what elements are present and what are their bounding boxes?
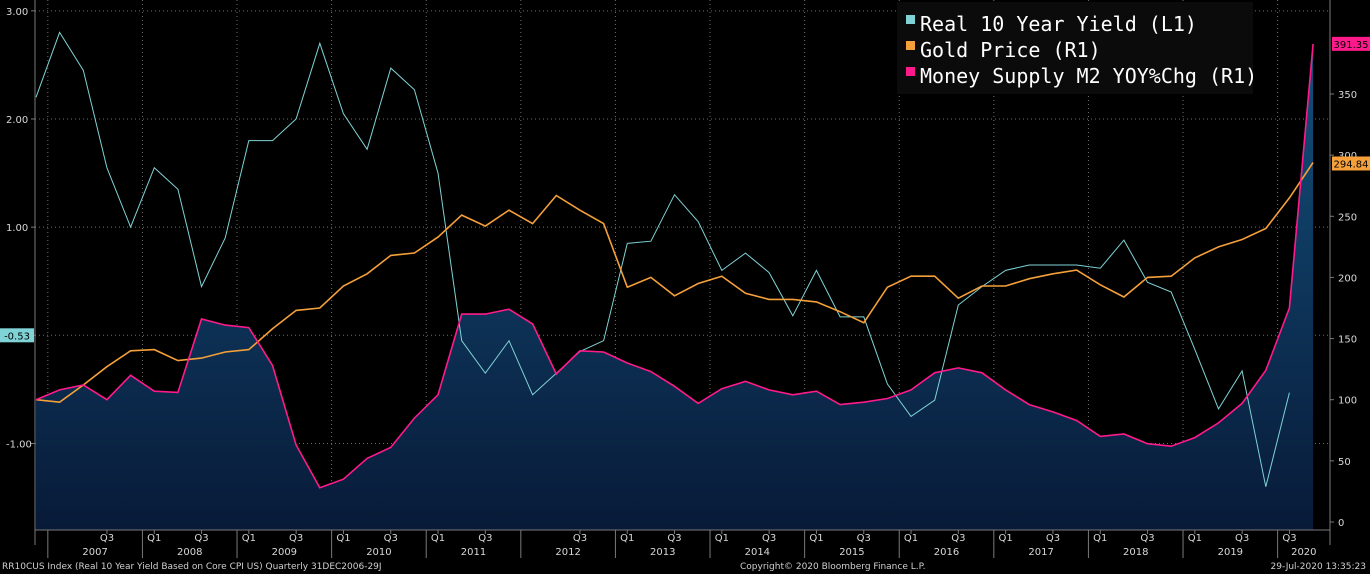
x-year-label: 2013 [650, 547, 675, 558]
badge-gold-bg [1332, 156, 1370, 171]
x-quarter-label: Q3 [384, 533, 398, 544]
left-tick-label: 3.00 [6, 7, 28, 18]
x-year-label: 2016 [934, 547, 959, 558]
legend-entry-yield: Real 10 Year Yield (L1) [920, 12, 1197, 36]
x-quarter-label: Q3 [667, 533, 681, 544]
x-quarter-label: Q1 [147, 533, 161, 544]
right-tick-label: 250 [1338, 212, 1357, 223]
legend-swatch-gold [906, 41, 915, 50]
legend-entry-m2: Money Supply M2 YOY%Chg (R1) [920, 64, 1257, 88]
left-tick-label: -1.00 [6, 439, 32, 450]
x-quarter-label: Q3 [100, 533, 114, 544]
x-year-label: 2015 [839, 547, 864, 558]
x-quarter-label: Q3 [1140, 533, 1154, 544]
footer-timestamp: 29-Jul-2020 13:35:23 [1270, 562, 1367, 572]
footer-security-description: RR10CUS Index (Real 10 Year Yield Based … [2, 562, 382, 572]
x-year-label: 2011 [461, 547, 486, 558]
right-tick-label: 50 [1338, 457, 1351, 468]
x-quarter-label: Q1 [1093, 533, 1107, 544]
x-quarter-label: Q3 [857, 533, 871, 544]
right-tick-label: 350 [1338, 90, 1357, 101]
badge-real-yield: -0.53 [4, 331, 30, 342]
badge-gold: 294.84 [1334, 159, 1369, 170]
chart: 3.002.001.000.00-1.00 350300250200150100… [0, 0, 1370, 560]
x-quarter-label: Q1 [242, 533, 256, 544]
series-line-real-yield [35, 31, 1290, 487]
x-year-label: 2007 [82, 547, 107, 558]
x-year-label: 2020 [1291, 547, 1316, 558]
x-year-label: 2018 [1123, 547, 1148, 558]
x-year-label: 2012 [555, 547, 580, 558]
x-quarter-label: Q1 [904, 533, 918, 544]
badge-m2-bg [1332, 36, 1370, 51]
x-year-label: 2009 [272, 547, 297, 558]
x-axis: 2007 2008 2009 2010 2011 2012 2013 2014 2015 2016… [35, 529, 1330, 558]
legend: Real 10 Year Yield (L1) Gold Price (R1) … [897, 2, 1257, 94]
x-quarter-label: Q1 [431, 533, 445, 544]
badge-m2: 391.35 [1334, 40, 1369, 51]
right-tick-label: 0 [1338, 518, 1344, 529]
badge-real-yield-bg [0, 328, 34, 343]
x-quarter-label: Q1 [999, 533, 1013, 544]
series-line-m2 [35, 43, 1314, 489]
series-line-gold [35, 162, 1314, 404]
x-quarter-label: Q3 [1046, 533, 1060, 544]
left-tick-label: 1.00 [6, 223, 28, 234]
m2-area-fill [36, 43, 1314, 531]
x-year-label: 2019 [1218, 547, 1243, 558]
right-tick-label: 150 [1338, 335, 1357, 346]
x-quarter-label: Q3 [573, 533, 587, 544]
x-quarter-label: Q1 [1188, 533, 1202, 544]
footer-copyright: Copyright© 2020 Bloomberg Finance L.P. [740, 562, 926, 572]
legend-box [897, 2, 1253, 94]
x-quarter-label: Q3 [762, 533, 776, 544]
right-tick-label: 100 [1338, 396, 1357, 407]
yield-area [36, 43, 1314, 531]
x-year-label: 2014 [745, 547, 770, 558]
last-value-badges: -0.53 294.84 391.35 [0, 36, 1370, 343]
x-quarter-label: Q1 [809, 533, 823, 544]
legend-swatch-yield [906, 15, 915, 24]
x-quarter-label: Q3 [478, 533, 492, 544]
x-quarter-label: Q1 [715, 533, 729, 544]
legend-swatch-m2 [906, 67, 915, 76]
x-quarter-label: Q3 [1282, 533, 1296, 544]
x-year-label: 2010 [366, 547, 391, 558]
x-quarter-label: Q3 [194, 533, 208, 544]
x-quarter-label: Q3 [289, 533, 303, 544]
legend-entry-gold: Gold Price (R1) [920, 38, 1101, 62]
series-lines [35, 31, 1314, 489]
x-year-label: 2008 [177, 547, 202, 558]
x-year-label: 2017 [1028, 547, 1053, 558]
x-quarter-label: Q1 [336, 533, 350, 544]
x-quarter-label: Q3 [1235, 533, 1249, 544]
x-quarter-label: Q3 [951, 533, 965, 544]
left-tick-label: 2.00 [6, 115, 28, 126]
x-quarter-label: Q1 [620, 533, 634, 544]
right-tick-label: 200 [1338, 273, 1357, 284]
